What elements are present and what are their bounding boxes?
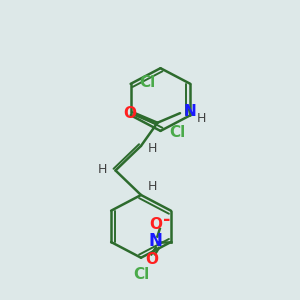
Text: O: O	[145, 252, 158, 267]
Text: O: O	[149, 218, 162, 232]
Text: Cl: Cl	[169, 125, 185, 140]
Text: Cl: Cl	[139, 75, 155, 90]
Text: N: N	[184, 104, 196, 119]
Text: H: H	[148, 180, 157, 193]
Text: H: H	[196, 112, 206, 124]
Text: H: H	[98, 163, 107, 176]
Text: O: O	[123, 106, 136, 121]
Text: H: H	[148, 142, 157, 155]
Text: -: -	[163, 211, 170, 229]
Text: N: N	[148, 232, 162, 250]
Text: Cl: Cl	[133, 267, 149, 282]
